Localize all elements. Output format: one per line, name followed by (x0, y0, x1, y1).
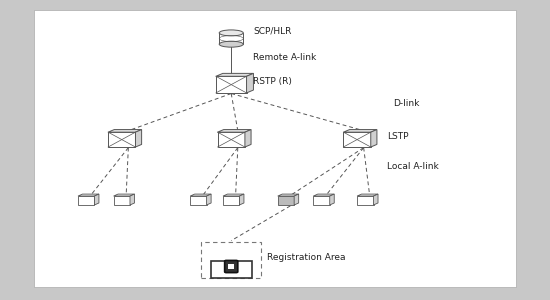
Polygon shape (278, 196, 294, 205)
Polygon shape (218, 130, 251, 132)
Polygon shape (130, 194, 135, 205)
FancyBboxPatch shape (211, 261, 252, 278)
Polygon shape (219, 33, 243, 44)
FancyBboxPatch shape (228, 264, 234, 269)
Text: LSTP: LSTP (387, 132, 409, 141)
Polygon shape (314, 196, 329, 205)
FancyBboxPatch shape (224, 260, 238, 273)
Polygon shape (371, 130, 377, 147)
Polygon shape (223, 196, 239, 205)
Text: D-link: D-link (393, 99, 419, 108)
Polygon shape (190, 196, 207, 205)
FancyBboxPatch shape (34, 10, 516, 287)
Text: SCP/HLR: SCP/HLR (253, 26, 292, 35)
Polygon shape (223, 194, 244, 196)
Polygon shape (108, 130, 141, 132)
Polygon shape (314, 194, 334, 196)
Polygon shape (357, 194, 378, 196)
Polygon shape (135, 130, 141, 147)
Polygon shape (113, 196, 130, 205)
Polygon shape (78, 194, 99, 196)
Text: Registration Area: Registration Area (267, 253, 345, 262)
Polygon shape (108, 132, 135, 147)
Polygon shape (216, 76, 246, 93)
FancyBboxPatch shape (201, 242, 261, 278)
Ellipse shape (219, 41, 243, 47)
Text: Remote A-link: Remote A-link (253, 53, 316, 62)
Text: RSTP (R): RSTP (R) (253, 77, 292, 86)
Polygon shape (239, 194, 244, 205)
Polygon shape (207, 194, 211, 205)
Polygon shape (373, 194, 378, 205)
Text: Local A-link: Local A-link (387, 162, 439, 171)
Polygon shape (246, 74, 254, 93)
Polygon shape (113, 194, 135, 196)
Polygon shape (216, 74, 254, 76)
Polygon shape (343, 132, 371, 147)
Polygon shape (329, 194, 334, 205)
Polygon shape (278, 194, 299, 196)
Polygon shape (218, 132, 245, 147)
Polygon shape (78, 196, 95, 205)
Polygon shape (245, 130, 251, 147)
Ellipse shape (219, 30, 243, 36)
Polygon shape (294, 194, 299, 205)
Polygon shape (95, 194, 99, 205)
Polygon shape (190, 194, 211, 196)
Polygon shape (357, 196, 373, 205)
Polygon shape (343, 130, 377, 132)
